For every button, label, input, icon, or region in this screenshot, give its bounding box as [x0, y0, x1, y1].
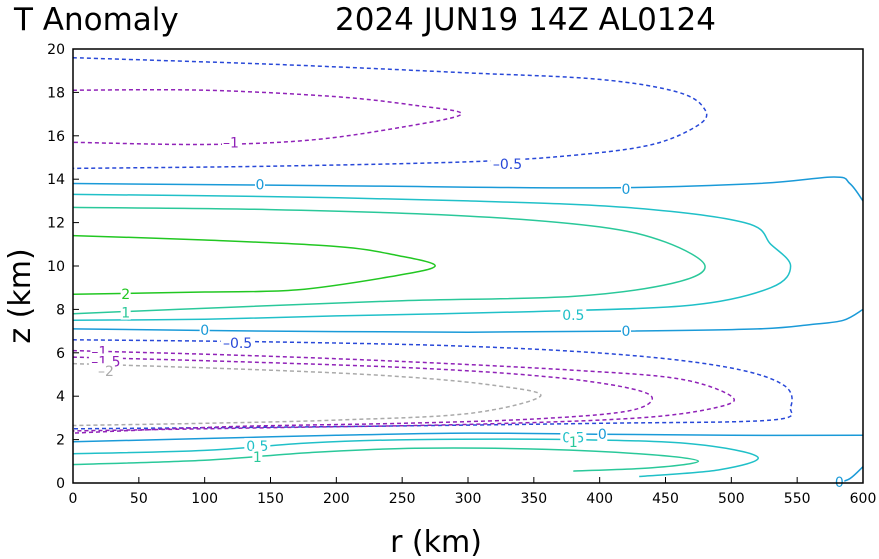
- contour-label-bg-12: [96, 363, 115, 379]
- x-tick-label-1: 50: [130, 491, 148, 507]
- contour-label-1: 1: [121, 306, 130, 322]
- y-tick-label-1: 2: [56, 433, 65, 449]
- contour-label-bg-13: [244, 438, 271, 454]
- y-tick-label-8: 16: [47, 129, 65, 145]
- chart-title: T Anomaly: [13, 2, 179, 38]
- y-tick-label-7: 14: [47, 172, 65, 188]
- contour-label-14: 1: [253, 450, 262, 466]
- contour-label-13: 0.5: [246, 439, 268, 455]
- y-tick-label-10: 20: [47, 42, 65, 58]
- contour-line-0: [72, 234, 436, 295]
- contour-label-0: 2: [121, 287, 130, 303]
- contour-label-3: 0: [256, 178, 265, 194]
- contour-label-bg-1: [120, 304, 131, 320]
- x-tick-label-6: 300: [455, 491, 482, 507]
- y-tick-label-4: 8: [56, 302, 65, 318]
- contour-label-bg-9: [222, 134, 240, 150]
- contour-label-8: –0.5: [223, 336, 252, 352]
- contour-line-4: [72, 308, 864, 333]
- contour-line-12: [72, 438, 759, 478]
- contour-label-bg-14: [252, 448, 263, 464]
- y-axis: 0 2 4 6 8 10 12 14 16 18 20: [47, 42, 79, 492]
- x-tick-label-8: 400: [586, 491, 613, 507]
- chart-subtitle: 2024 JUN19 14Z AL0124: [335, 2, 716, 38]
- y-tick-label-9: 18: [47, 85, 65, 101]
- contour-line-1: [72, 206, 706, 315]
- contour-label-9: –1: [223, 135, 239, 151]
- x-tick-label-5: 250: [389, 491, 416, 507]
- contour-label-bg-4: [621, 180, 631, 196]
- contour-label-bg-18: [834, 473, 845, 489]
- contour-label-12: –2: [98, 364, 114, 380]
- contour-label-4: 0: [622, 182, 631, 198]
- plot-frame: [72, 48, 864, 484]
- contour-layer: [72, 56, 864, 484]
- y-tick-label-2: 4: [56, 389, 65, 405]
- y-tick-label-5: 10: [47, 259, 65, 275]
- x-tick-label-4: 200: [323, 491, 350, 507]
- contour-label-7: –0.5: [493, 157, 522, 173]
- y-tick-label-3: 6: [56, 346, 65, 362]
- contour-label-5: 0: [200, 323, 209, 339]
- y-axis-label: z (km): [3, 248, 38, 343]
- contour-label-17: 1: [569, 435, 578, 451]
- x-axis-label: r (km): [390, 525, 482, 559]
- x-tick-label-7: 350: [520, 491, 547, 507]
- contour-line-2: [72, 193, 792, 322]
- contour-label-16: 0: [598, 427, 607, 443]
- contour-label-bg-3: [254, 176, 265, 192]
- contour-label-bg-7: [490, 156, 525, 172]
- contour-line-13: [72, 447, 700, 472]
- contour-line-11: [72, 432, 864, 443]
- x-tick-label-3: 150: [257, 491, 284, 507]
- contour-label-bg-16: [597, 426, 608, 442]
- x-tick-label-2: 100: [191, 491, 218, 507]
- x-tick-label-12: 600: [850, 491, 877, 507]
- contour-label-bg-8: [220, 335, 255, 351]
- x-tick-label-11: 550: [784, 491, 811, 507]
- x-tick-label-10: 500: [718, 491, 745, 507]
- contour-line-5: [72, 56, 708, 170]
- contour-line-9: [72, 356, 654, 434]
- contour-line-6: [72, 339, 793, 430]
- contour-line-7: [72, 88, 463, 146]
- x-tick-label-0: 0: [69, 491, 78, 507]
- contour-label-bg-17: [568, 433, 579, 449]
- contour-line-3: [72, 176, 864, 202]
- x-axis: 0 50 100 150 200 250 300 350 400 450 500 550 600: [69, 477, 877, 507]
- contour-line-8: [72, 349, 735, 432]
- contour-label-bg-6: [621, 323, 631, 339]
- contour-line-10: [72, 362, 542, 427]
- contour-label-bg-2: [560, 306, 587, 322]
- y-tick-label-0: 0: [56, 476, 65, 492]
- y-tick-label-6: 12: [47, 216, 65, 232]
- contour-label-bg-5: [199, 322, 210, 338]
- contour-label-bg-0: [120, 286, 131, 302]
- x-tick-label-9: 450: [652, 491, 679, 507]
- contour-label-6: 0: [622, 324, 631, 340]
- contour-label-2: 0.5: [562, 308, 584, 324]
